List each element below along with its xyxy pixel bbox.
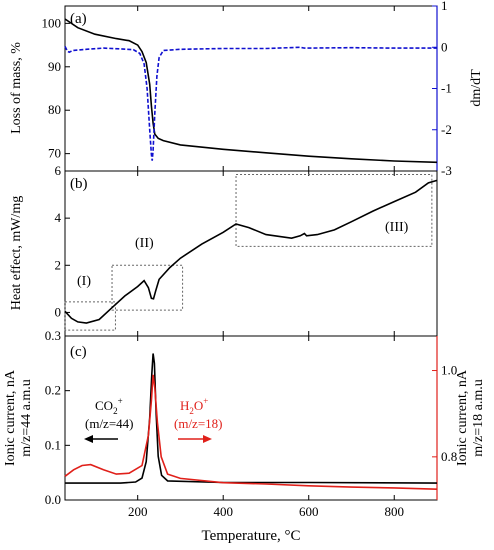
x-tick-label: 600: [299, 504, 319, 519]
panel-a-frame: [64, 5, 438, 172]
y-tick-label: 6: [55, 163, 62, 178]
y-tick-label: 80: [48, 102, 61, 117]
y2-tick-label: 0: [441, 39, 448, 54]
panel-a-ylabel: Loss of mass, %: [9, 42, 24, 134]
y-tick-label: 0: [55, 304, 62, 319]
panel-b-label: (b): [70, 176, 88, 192]
h2o-mz-annotation: (m/z=18): [174, 416, 222, 431]
panel-c-y2label-line2: m/z=18 a.m.u: [471, 379, 486, 457]
panel-b-regions: [64, 174, 433, 331]
y2-tick-label: -3: [441, 163, 452, 178]
panel-b-frame: [64, 170, 438, 337]
region-box: [235, 174, 433, 247]
panel-a-label: (a): [70, 11, 87, 27]
panel-c-ylabel: Ionic current, nA m/z=44 a.m.u: [3, 369, 34, 466]
panel-a-y2label: dm/dT: [469, 69, 484, 107]
panel-a: 70 80 90 100 -3 -2 -1 0 1 (a) Loss of mass, % dm…: [9, 0, 484, 178]
y2-tick-label: 1.0: [441, 363, 457, 378]
panel-c-y2label: Ionic current, nA m/z=18 a.m.u: [455, 369, 486, 466]
panel-c: 200 400 600 800 0.0 0.1 0.2 0.3 0.8 1.0 (c) Ionic…: [3, 328, 486, 544]
panel-b-ylabel: Heat effect, mW/mg: [9, 196, 24, 310]
y2-tick-label: -2: [441, 122, 452, 137]
x-tick-label: 800: [384, 504, 404, 519]
series-line-0: [65, 353, 438, 484]
series-line-0: [64, 179, 438, 324]
series-line-0: [64, 18, 438, 164]
co2-annotation: CO2+: [95, 396, 123, 416]
series-line-1: [64, 46, 437, 161]
h2o-arrow: [178, 435, 212, 443]
y2-tick-label: 1: [441, 0, 448, 13]
x-tick-label: 400: [213, 504, 233, 519]
x-axis-label: Temperature, °C: [201, 528, 300, 544]
y-tick-label: 2: [55, 257, 62, 272]
region-box: [64, 301, 116, 331]
y-tick-label: 70: [48, 146, 61, 161]
panel-a-ticks: 70 80 90 100 -3 -2 -1 0 1: [42, 0, 452, 178]
panel-b-lines: [64, 179, 438, 324]
y-tick-label: 0.1: [45, 437, 61, 452]
x-tick-label: 200: [128, 504, 148, 519]
y-tick-label: 4: [55, 210, 62, 225]
y-tick-label: 0.0: [45, 492, 61, 507]
co2-arrow: [84, 435, 118, 443]
y-tick-label: 100: [42, 15, 62, 30]
series-line-1: [64, 374, 438, 490]
panel-c-ylabel-line1: Ionic current, nA: [3, 369, 18, 466]
region-label-II: (II): [135, 236, 154, 251]
co2-mz-annotation: (m/z=44): [85, 416, 133, 431]
panel-b-ticks: 0 2 4 6: [55, 163, 395, 336]
y2-tick-label: -1: [441, 81, 452, 96]
y2-tick-label: 0.8: [441, 449, 457, 464]
panel-c-ticks: 200 400 600 800 0.0 0.1 0.2 0.3 0.8 1.0: [45, 328, 458, 519]
y-tick-label: 90: [48, 59, 61, 74]
y-tick-label: 0.3: [45, 328, 61, 343]
panel-c-label: (c): [70, 344, 87, 360]
region-label-III: (III): [385, 220, 409, 235]
panel-a-lines: [64, 18, 438, 164]
h2o-annotation: H2O+: [180, 396, 208, 416]
region-label-I: (I): [77, 274, 91, 289]
panel-c-lines: [64, 353, 438, 490]
panel-c-y2label-line1: Ionic current, nA: [455, 369, 470, 466]
panel-c-ylabel-line2: m/z=44 a.m.u: [19, 379, 34, 457]
y-tick-label: 0.2: [45, 383, 61, 398]
region-box: [111, 264, 184, 311]
panel-b: 0 2 4 6 (b) Heat effect, mW/mg (I) (II) (II…: [9, 163, 438, 337]
